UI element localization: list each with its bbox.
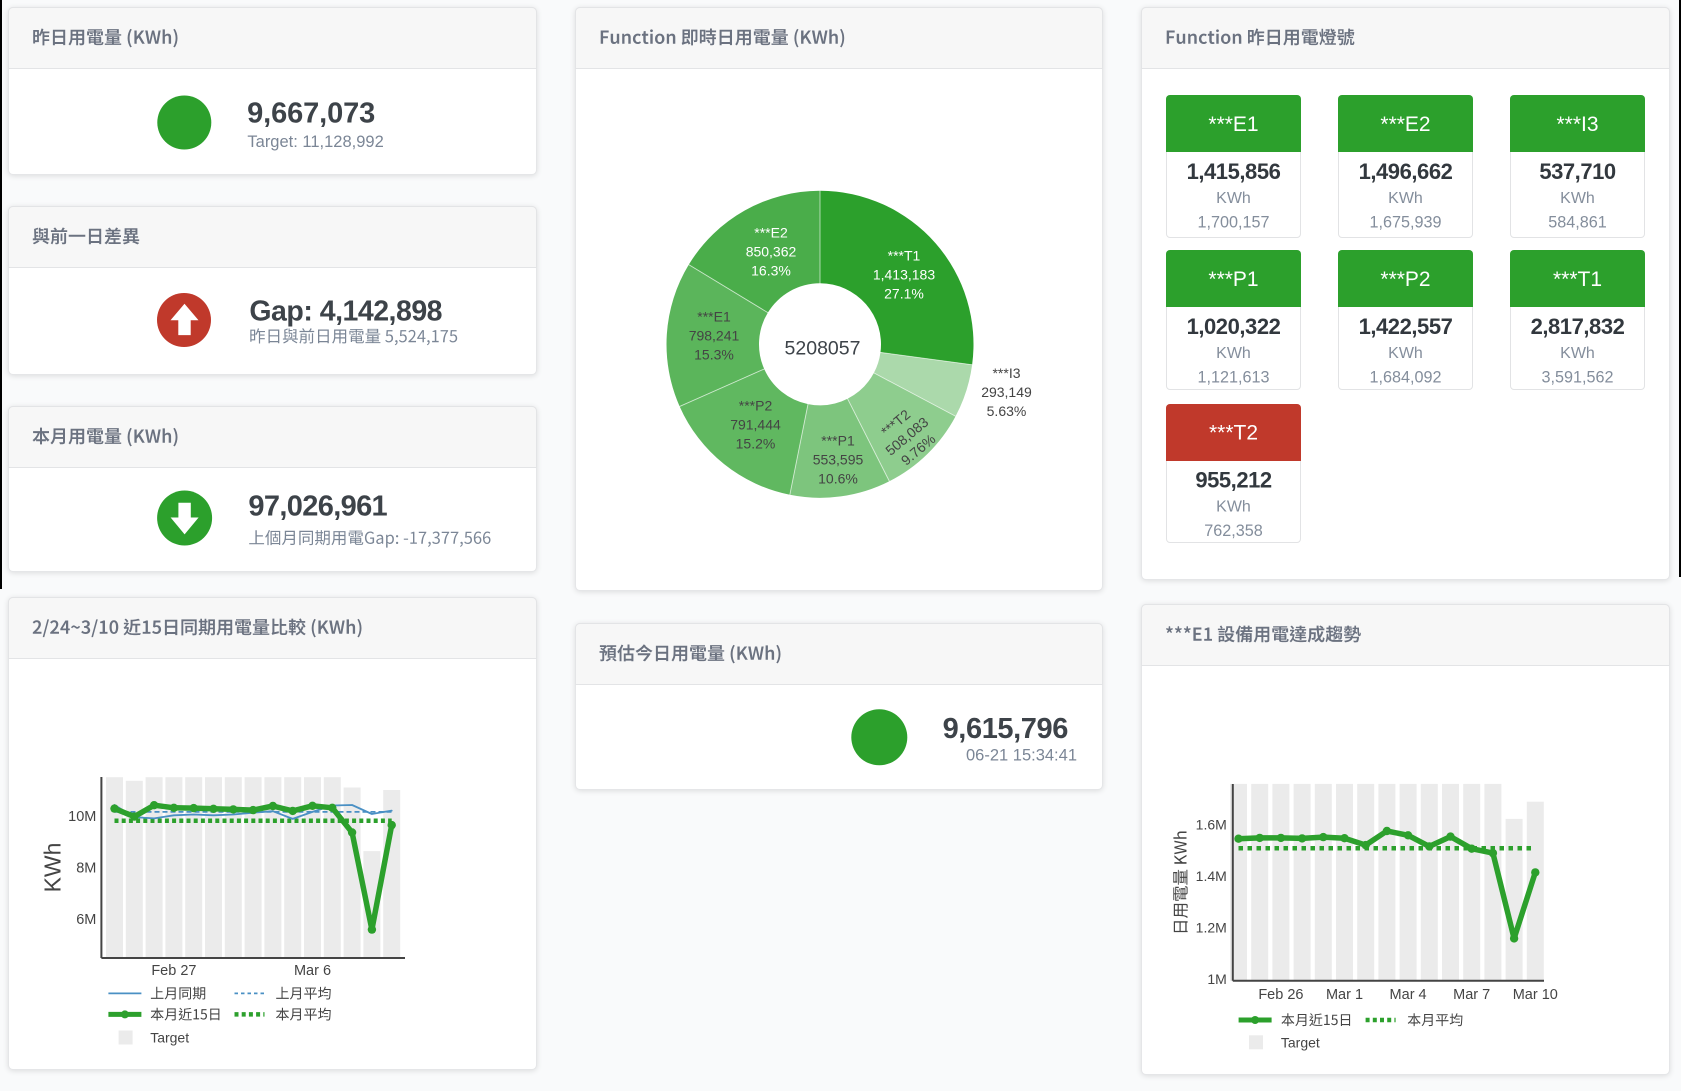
svg-text:1,496,662: 1,496,662 xyxy=(1359,159,1453,184)
svg-text:1,020,322: 1,020,322 xyxy=(1187,314,1281,339)
svg-text:1,684,092: 1,684,092 xyxy=(1369,368,1441,386)
svg-text:10M: 10M xyxy=(68,809,96,825)
svg-text:KWh: KWh xyxy=(1560,190,1595,207)
svg-text:762,358: 762,358 xyxy=(1204,522,1263,540)
svg-text:1,415,856: 1,415,856 xyxy=(1187,159,1281,184)
svg-text:537,710: 537,710 xyxy=(1539,159,1616,184)
svg-text:Feb 26: Feb 26 xyxy=(1258,987,1303,1003)
svg-text:Target: Target xyxy=(150,1030,189,1046)
svg-text:KWh: KWh xyxy=(1216,345,1251,362)
svg-text:Target: Target xyxy=(1281,1034,1320,1050)
svg-text:***P2: ***P2 xyxy=(739,398,773,414)
svg-text:KWh: KWh xyxy=(40,843,66,893)
svg-text:9,615,796: 9,615,796 xyxy=(943,713,1069,745)
svg-text:1,422,557: 1,422,557 xyxy=(1359,314,1453,339)
svg-text:1,675,939: 1,675,939 xyxy=(1369,213,1441,231)
svg-text:1M: 1M xyxy=(1207,971,1226,987)
svg-text:***P1: ***P1 xyxy=(821,432,855,448)
svg-text:Target: 11,128,992: Target: 11,128,992 xyxy=(247,133,383,151)
svg-text:KWh: KWh xyxy=(1388,345,1423,362)
svg-text:1.2M: 1.2M xyxy=(1196,919,1227,935)
svg-text:293,149: 293,149 xyxy=(981,384,1032,400)
svg-text:***E2: ***E2 xyxy=(754,224,788,240)
svg-text:***T2: ***T2 xyxy=(1209,421,1258,444)
svg-text:1,700,157: 1,700,157 xyxy=(1197,213,1269,231)
svg-text:Mar 10: Mar 10 xyxy=(1513,987,1558,1003)
svg-text:10.6%: 10.6% xyxy=(818,470,858,486)
svg-text:***I3: ***I3 xyxy=(992,365,1020,381)
svg-text:1.6M: 1.6M xyxy=(1196,817,1227,833)
svg-text:584,861: 584,861 xyxy=(1548,213,1607,231)
svg-text:KWh: KWh xyxy=(1216,499,1251,516)
svg-text:06-21 15:34:41: 06-21 15:34:41 xyxy=(966,747,1077,765)
svg-text:2,817,832: 2,817,832 xyxy=(1531,314,1625,339)
svg-text:Mar 4: Mar 4 xyxy=(1390,987,1427,1003)
svg-text:16.3%: 16.3% xyxy=(751,262,791,278)
svg-text:1.4M: 1.4M xyxy=(1196,868,1227,884)
svg-text:791,444: 791,444 xyxy=(730,417,781,433)
svg-text:798,241: 798,241 xyxy=(689,328,740,344)
svg-text:***E1: ***E1 xyxy=(1208,113,1258,136)
svg-text:9,667,073: 9,667,073 xyxy=(247,98,375,130)
svg-text:553,595: 553,595 xyxy=(813,451,864,467)
svg-text:KWh: KWh xyxy=(1388,190,1423,207)
svg-text:1,121,613: 1,121,613 xyxy=(1197,368,1269,386)
svg-text:3,591,562: 3,591,562 xyxy=(1541,368,1613,386)
svg-text:KWh: KWh xyxy=(1216,190,1251,207)
svg-text:***E1: ***E1 xyxy=(697,309,731,325)
svg-text:5208057: 5208057 xyxy=(785,337,861,359)
svg-text:850,362: 850,362 xyxy=(746,243,797,259)
svg-text:27.1%: 27.1% xyxy=(884,286,924,302)
svg-text:97,026,961: 97,026,961 xyxy=(248,491,387,523)
svg-text:955,212: 955,212 xyxy=(1195,468,1272,493)
svg-text:***T1: ***T1 xyxy=(1553,268,1602,291)
svg-text:Gap: 4,142,898: Gap: 4,142,898 xyxy=(249,296,442,328)
svg-text:***I3: ***I3 xyxy=(1556,113,1598,136)
svg-text:Mar 7: Mar 7 xyxy=(1453,987,1490,1003)
svg-text:Mar 6: Mar 6 xyxy=(294,963,331,979)
svg-text:***T1: ***T1 xyxy=(888,248,921,264)
svg-text:15.3%: 15.3% xyxy=(694,347,734,363)
svg-text:6M: 6M xyxy=(76,912,96,928)
svg-text:KWh: KWh xyxy=(1560,345,1595,362)
svg-text:Feb 27: Feb 27 xyxy=(151,963,196,979)
svg-text:***E2: ***E2 xyxy=(1380,113,1430,136)
svg-text:8M: 8M xyxy=(76,860,96,876)
svg-text:1,413,183: 1,413,183 xyxy=(873,267,935,283)
svg-text:***P1: ***P1 xyxy=(1208,268,1258,291)
svg-text:5.63%: 5.63% xyxy=(987,403,1027,419)
svg-text:***P2: ***P2 xyxy=(1380,268,1430,291)
svg-text:15.2%: 15.2% xyxy=(736,436,776,452)
svg-text:Mar 1: Mar 1 xyxy=(1326,987,1363,1003)
